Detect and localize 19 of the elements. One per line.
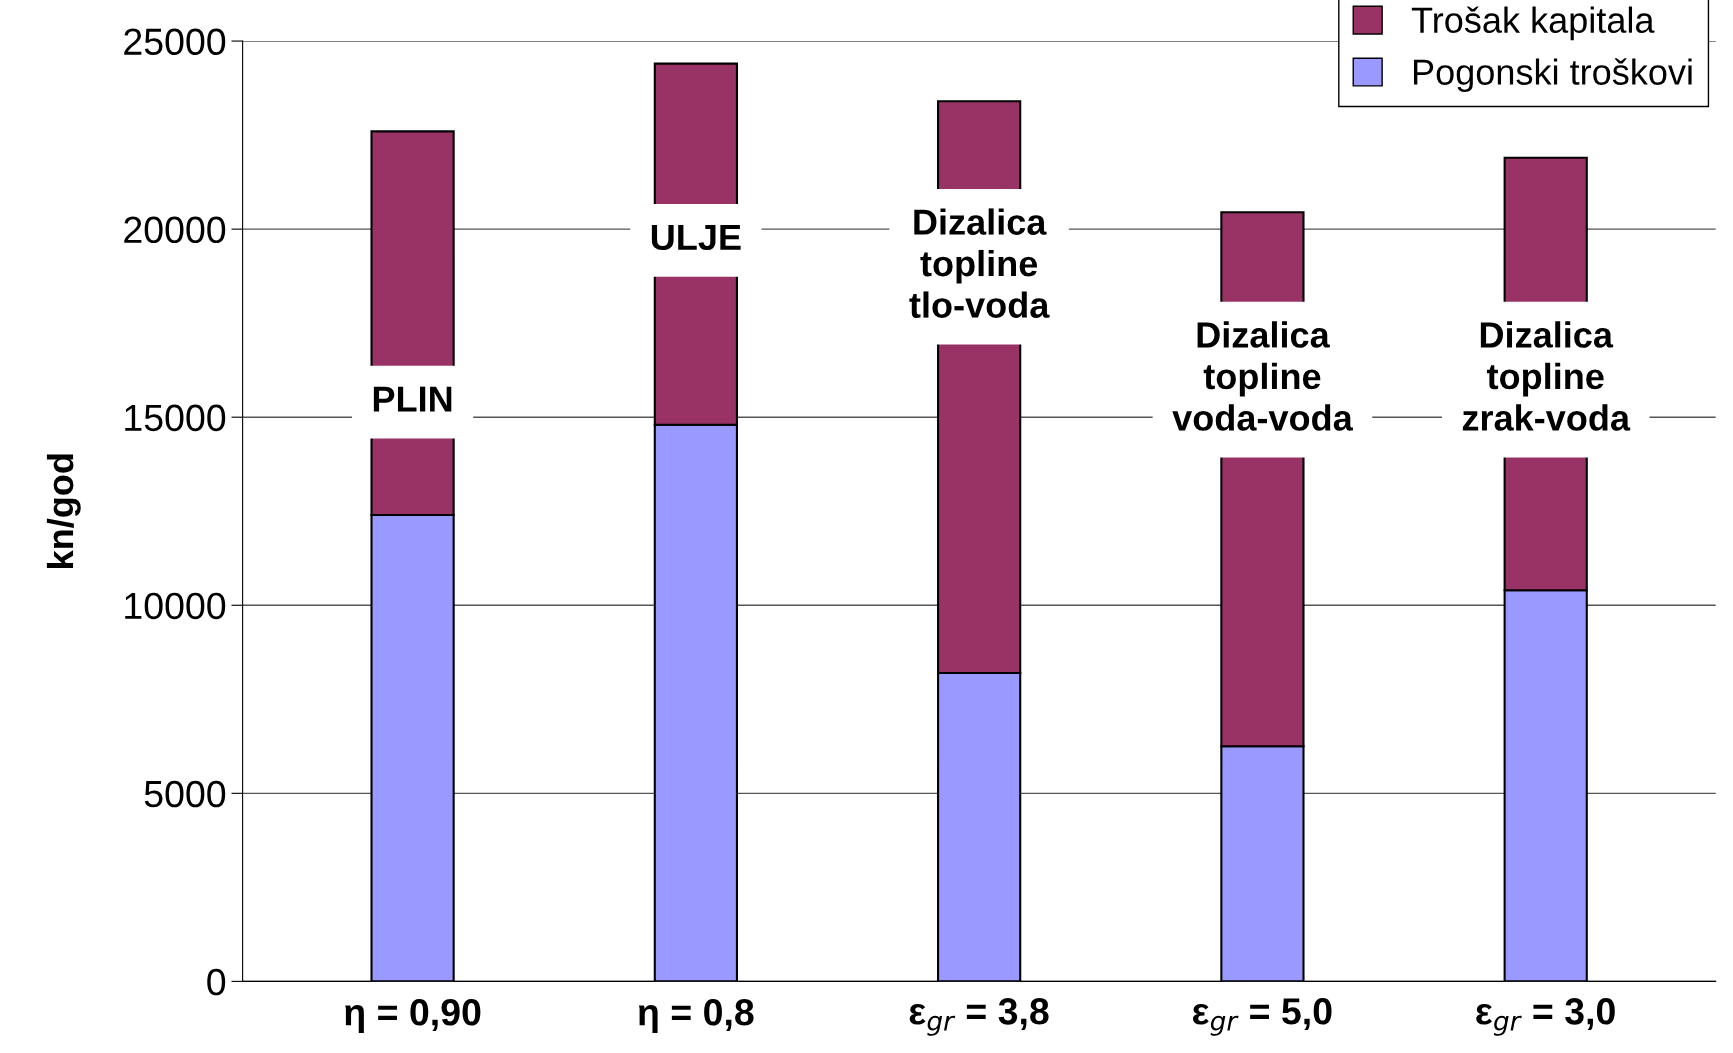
annotation: Dizalica topline voda-voda — [1172, 321, 1353, 431]
legend-label: Pogonski troškovi — [1413, 58, 1692, 93]
annotation: Dizalica topline tlo-voda — [909, 208, 1050, 318]
x-tick-label: η = 0,90 — [345, 999, 481, 1033]
x-tick-label: ε$_{gr}$ = 3,8 — [909, 998, 1049, 1036]
y-tick-label: 25000 — [124, 28, 226, 56]
annotation: Dizalica topline zrak-voda — [1462, 321, 1631, 431]
y-tick-label: 20000 — [124, 216, 226, 244]
y-axis-title: kn/god — [46, 454, 81, 568]
legend-label: Trošak kapitala — [1411, 6, 1655, 41]
x-tick-label: ε$_{gr}$ = 5,0 — [1192, 998, 1332, 1036]
y-tick-label: 10000 — [125, 592, 226, 620]
y-tick-label: 5000 — [144, 780, 226, 808]
x-tick-label: ε$_{gr}$ = 3,0 — [1476, 998, 1615, 1036]
y-tick-label: 15000 — [125, 404, 226, 432]
y-tick-label: 0 — [207, 968, 226, 996]
annotation: PLIN — [373, 386, 452, 412]
annotation: ULJE — [651, 224, 741, 251]
x-tick-label: η = 0,8 — [638, 999, 754, 1033]
